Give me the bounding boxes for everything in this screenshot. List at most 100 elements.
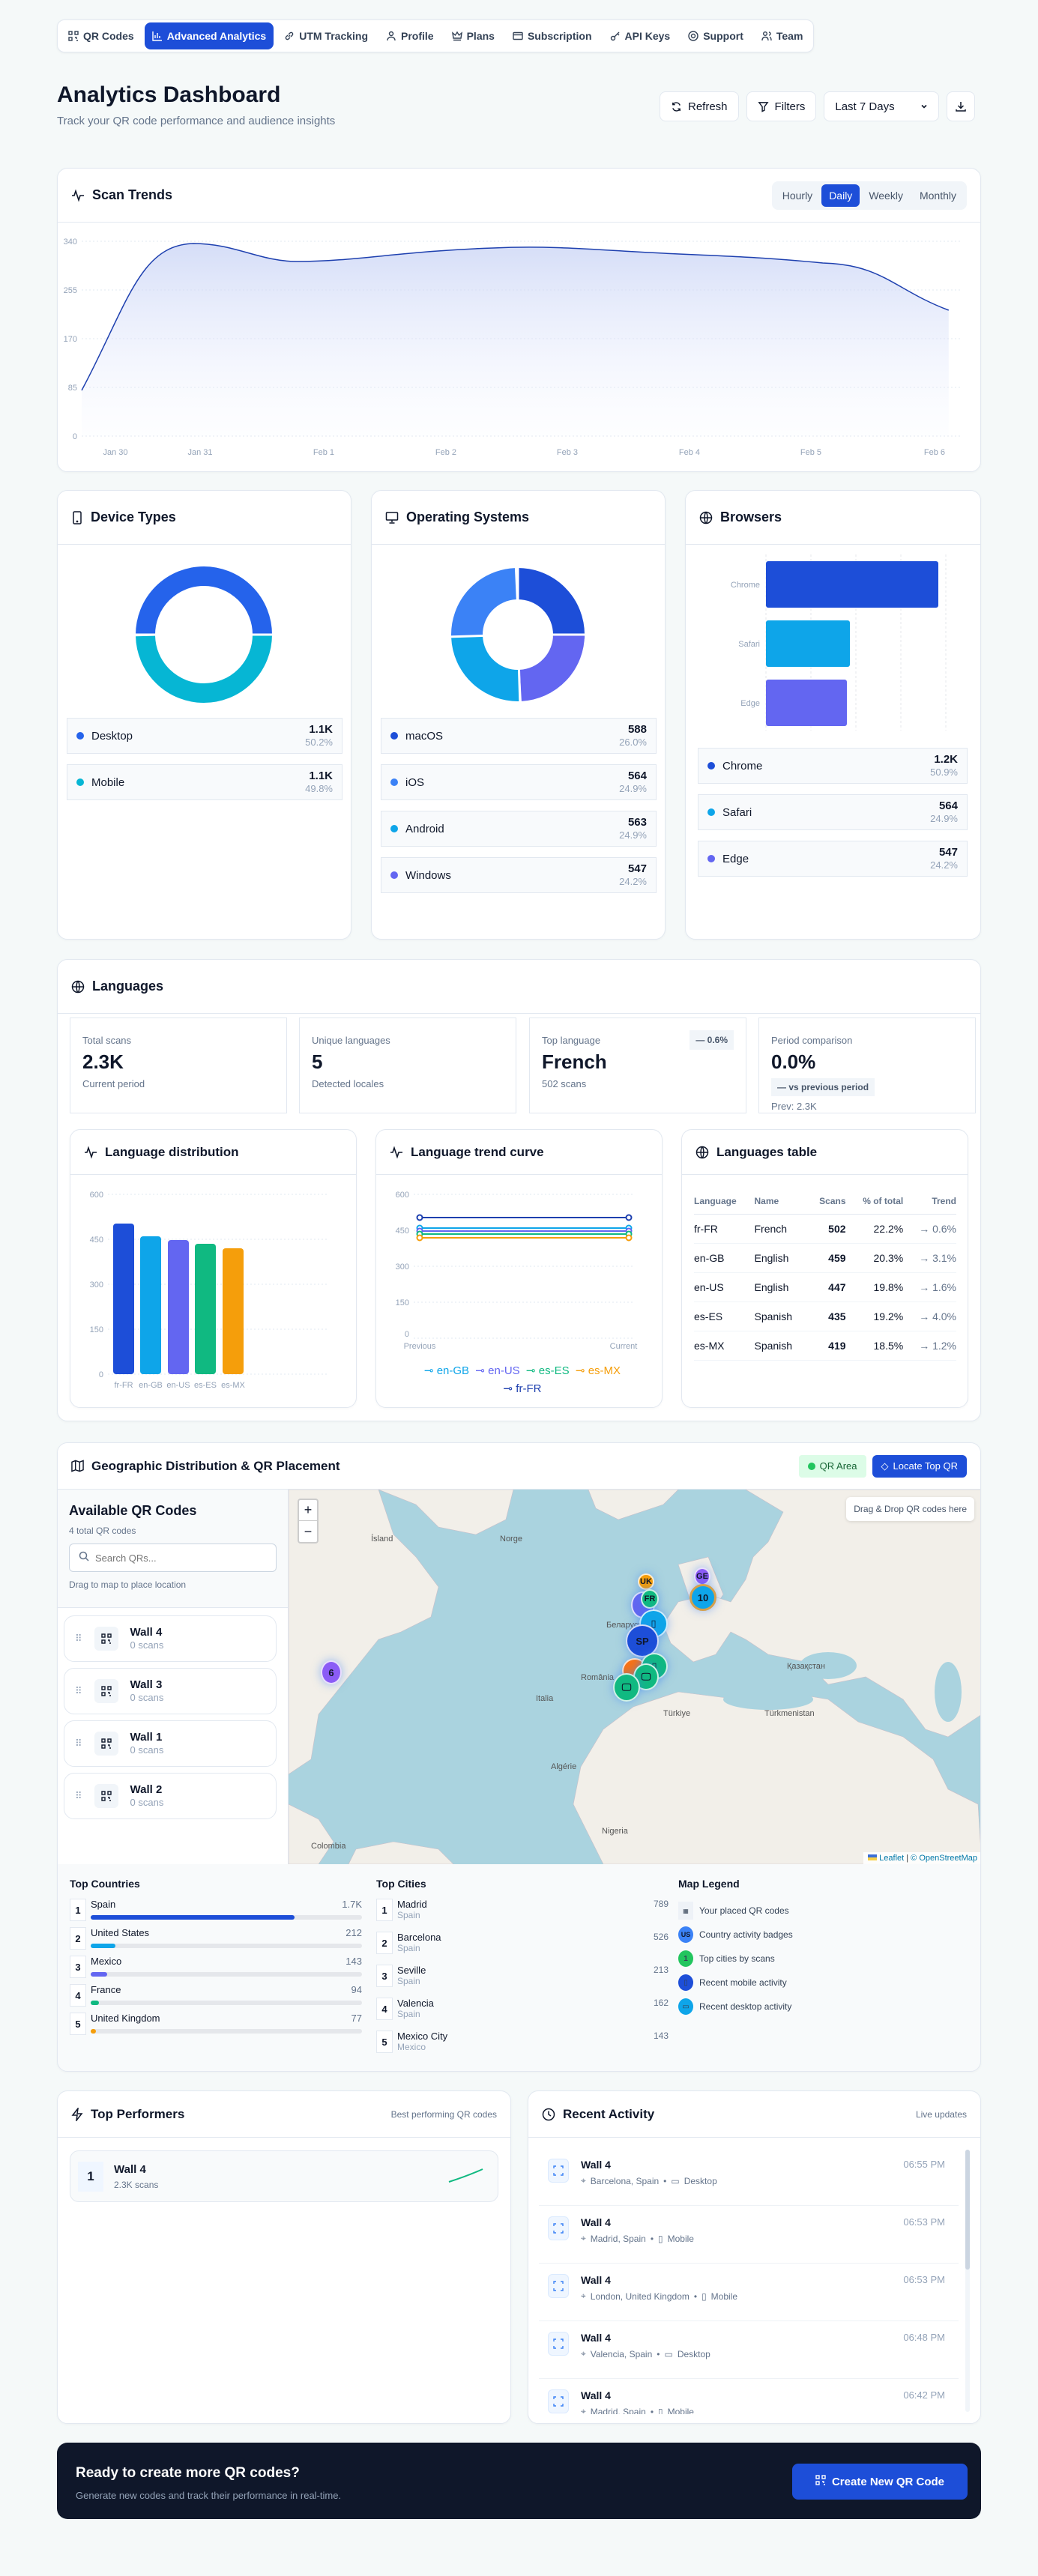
activity-scrollbar[interactable] [965,2150,970,2412]
activity-icon [390,1145,403,1159]
scan-trends-card: Scan Trends Hourly Daily Weekly Monthly … [57,168,981,472]
zoom-out-button[interactable]: − [304,1523,313,1539]
tab-monthly[interactable]: Monthly [919,189,956,202]
nav-item-qr-codes[interactable]: QR Codes [61,22,142,49]
legend-en-gb[interactable]: ⊸ en-GB [423,1364,470,1377]
country-badge-ge[interactable]: GE [694,1567,710,1585]
device-donut-chart [133,566,275,703]
activity-item[interactable]: Wall 4 ⌖ Barcelona, Spain • ▭ Desktop 06:55 PM [539,2148,959,2206]
live-updates-label: Live updates [915,2108,967,2120]
refresh-button[interactable]: Refresh [660,91,739,121]
zoom-in-button[interactable]: + [299,1500,317,1521]
tab-weekly[interactable]: Weekly [869,189,903,202]
map-label: Türkiye [663,1709,691,1718]
legend-fr-fr[interactable]: ⊸ fr-FR [503,1382,542,1395]
diamond-icon: ◇ [881,1460,889,1472]
nav-item-support[interactable]: Support [681,22,751,49]
activity-time: 06:42 PM [903,2389,945,2401]
nav-item-api-keys[interactable]: API Keys [603,22,678,49]
col-trend[interactable]: Trend [903,1188,956,1215]
tab-hourly[interactable]: Hourly [782,189,813,202]
browsers-card: Browsers Chrome Safari Edge Chrome 1.2K 50.9… [685,490,981,940]
stat-unique-languages: Unique languages 5 Detected locales [299,1018,516,1113]
col-name[interactable]: Name [754,1188,809,1215]
legend-es-mx[interactable]: ⊸ es-MX [575,1364,621,1377]
desktop-activity-marker[interactable]: 🖵 [613,1673,640,1702]
svg-text:85: 85 [68,384,77,393]
qr-search-input[interactable] [69,1544,277,1572]
legend-label: Safari [722,805,752,819]
performer-row[interactable]: 1 Wall 4 2.3K scans [70,2150,498,2202]
stat-value: French [542,1050,607,1073]
drag-handle-icon[interactable]: ⠿ [75,1685,82,1696]
activity-item[interactable]: Wall 4 ⌖ Madrid, Spain • ▯ Mobile 06:53 PM [539,2206,959,2264]
top-countries-title: Top Countries [70,1878,140,1890]
city-value: 213 [653,1965,669,1975]
top-city-badge-sp[interactable]: SP [626,1624,659,1657]
country-badge-fr[interactable]: FR [641,1589,659,1609]
legend-row-android: Android 563 24.9% [381,811,657,847]
map-canvas[interactable]: + − Drag & Drop QR codes here Ísland Nor… [289,1490,980,1864]
filters-button[interactable]: Filters [746,91,817,121]
filter-icon [758,101,769,112]
legend-es-es[interactable]: ⊸ es-ES [526,1364,570,1377]
scan-icon [548,2274,569,2298]
drag-handle-icon[interactable]: ⠿ [75,1790,82,1801]
nav-label: Support [703,30,743,42]
col-language[interactable]: Language [694,1188,755,1215]
table-row: en-US English 447 19.8% → 1.6% [694,1272,956,1302]
map-legend-title: Map Legend [678,1878,740,1890]
nav-item-advanced-analytics[interactable]: Advanced Analytics [144,22,274,49]
cluster-marker[interactable]: 6 [321,1660,342,1684]
country-bar [91,2029,97,2034]
table-row: es-MX Spanish 419 18.5% → 1.2% [694,1331,956,1361]
nav-item-subscription[interactable]: Subscription [505,22,600,49]
globe-icon [699,511,713,524]
country-badge-uk[interactable]: UK [638,1573,654,1590]
nav-item-profile[interactable]: Profile [378,22,441,49]
search-field[interactable] [95,1552,260,1564]
smartphone-icon: ▯ [651,1618,657,1629]
osm-link[interactable]: © OpenStreetMap [911,1854,977,1863]
col-pct[interactable]: % of total [845,1188,904,1215]
date-range-select[interactable]: Last 7 Days [824,91,940,121]
scan-icon [548,2389,569,2413]
scan-trends-title: Scan Trends [92,187,173,202]
nav-item-team[interactable]: Team [754,22,811,49]
leaflet-link[interactable]: Leaflet [879,1854,905,1863]
tab-daily[interactable]: Daily [821,184,860,207]
legend-row-macos: macOS 588 26.0% [381,718,657,754]
cluster-marker-10[interactable]: 10 [690,1584,716,1611]
activity-device: Desktop [677,2348,710,2359]
map-label: Norge [500,1535,522,1544]
ukraine-flag-icon [868,1854,878,1860]
activity-location: Valencia, Spain [590,2348,653,2359]
download-button[interactable] [947,91,976,121]
qr-area-toggle[interactable]: QR Area [798,1454,866,1478]
col-scans[interactable]: Scans [808,1188,846,1215]
drag-handle-icon[interactable]: ⠿ [75,1633,82,1644]
activity-item[interactable]: Wall 4 ⌖ Madrid, Spain • ▯ Mobile 06:42 PM [539,2379,959,2414]
activity-item[interactable]: Wall 4 ⌖ London, United Kingdom • ▯ Mobile 06:… [539,2264,959,2321]
trend-title: Language trend curve [411,1144,544,1159]
activity-name: Wall 4 [581,2159,611,2171]
nav-item-utm-tracking[interactable]: UTM Tracking [277,22,375,49]
monitor-icon: ▭ [664,2348,673,2359]
legend-en-us[interactable]: ⊸ en-US [475,1364,520,1377]
legend-row-ios: iOS 564 24.9% [381,764,657,800]
svg-text:0: 0 [99,1370,103,1379]
map-label: Ísland [371,1535,393,1544]
activity-item[interactable]: Wall 4 ⌖ Valencia, Spain • ▭ Desktop 06:48 PM [539,2321,959,2379]
locate-top-qr-button[interactable]: ◇ Locate Top QR [872,1454,967,1478]
nav-item-plans[interactable]: Plans [444,22,502,49]
create-qr-button[interactable]: Create New QR Code [792,2464,968,2500]
legend-pct: 24.9% [619,782,647,794]
drag-handle-icon[interactable]: ⠿ [75,1738,82,1749]
legend-pct: 50.9% [930,766,958,778]
map-label: Қазақстан [787,1662,825,1671]
scrollbar-thumb[interactable] [965,2150,970,2270]
